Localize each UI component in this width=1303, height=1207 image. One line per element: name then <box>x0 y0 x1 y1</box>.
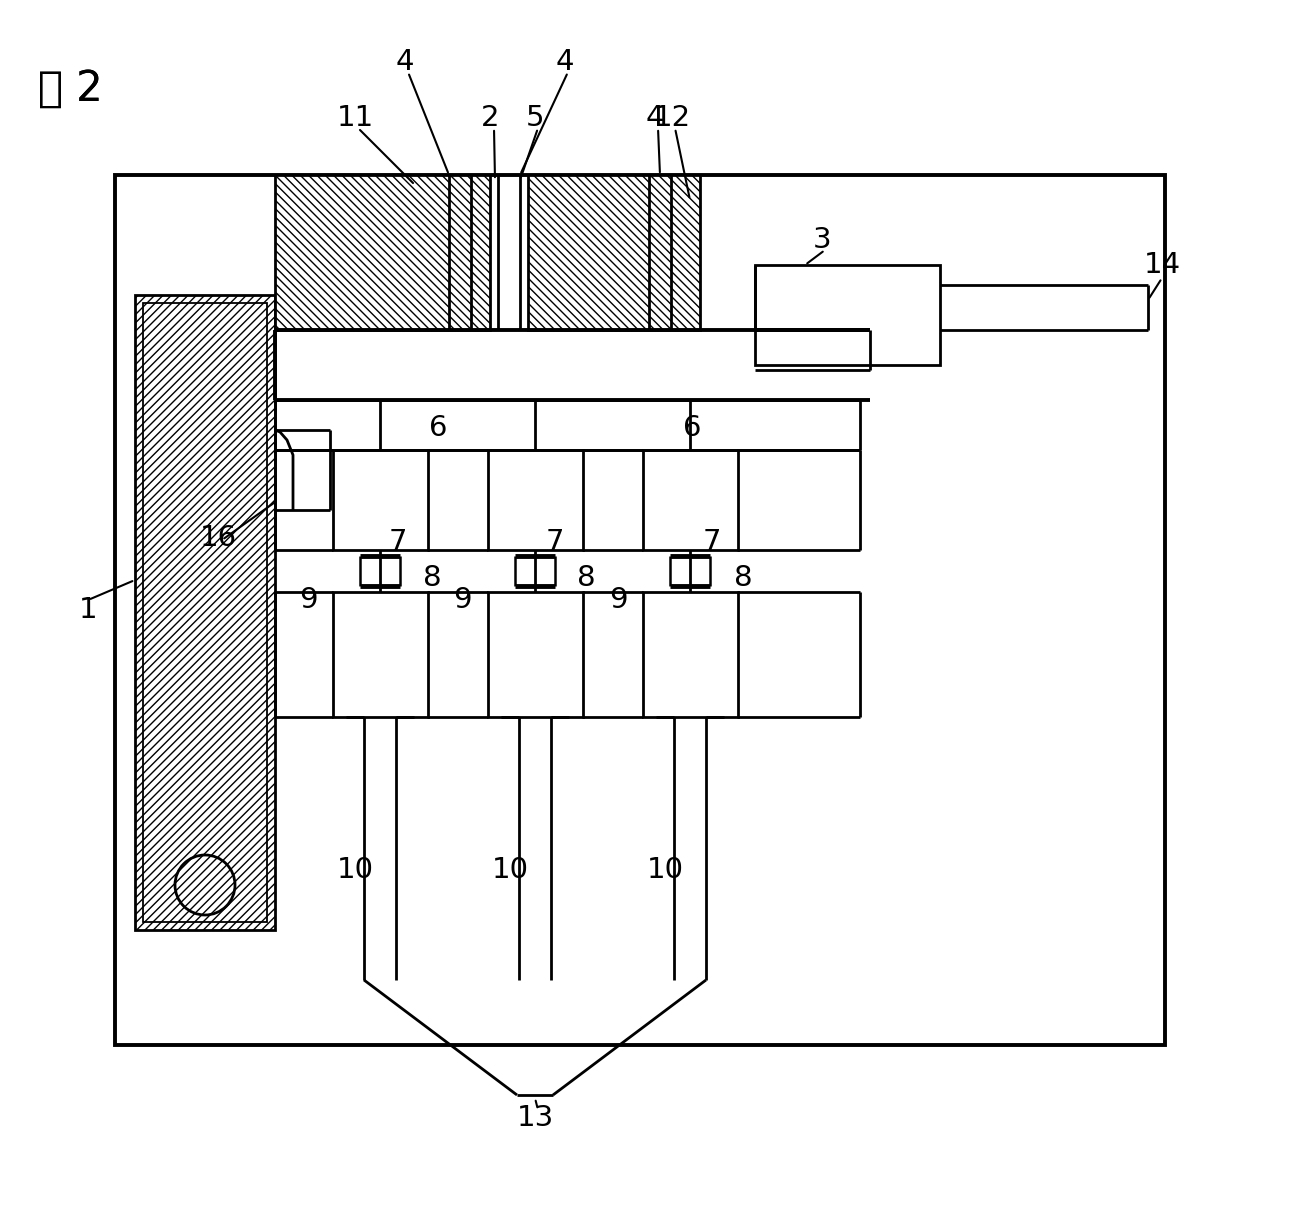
Text: 9: 9 <box>452 587 472 614</box>
Bar <box>489 591 582 717</box>
Text: 8: 8 <box>422 564 442 591</box>
Bar <box>115 175 1165 1045</box>
Text: 16: 16 <box>199 524 237 552</box>
Text: 4: 4 <box>556 48 575 76</box>
Bar <box>136 295 275 931</box>
Text: 8: 8 <box>734 564 752 591</box>
Text: 6: 6 <box>683 414 701 442</box>
Polygon shape <box>275 175 490 330</box>
Text: 9: 9 <box>609 587 627 614</box>
Text: 图 2: 图 2 <box>38 68 103 110</box>
Text: 7: 7 <box>388 527 408 556</box>
Bar <box>489 450 582 550</box>
Text: 图 2: 图 2 <box>38 68 103 110</box>
Text: 8: 8 <box>577 564 595 591</box>
Text: 10: 10 <box>491 856 529 884</box>
Text: 7: 7 <box>702 527 722 556</box>
Text: 1: 1 <box>78 596 98 624</box>
Text: 5: 5 <box>525 104 545 132</box>
Polygon shape <box>528 175 700 330</box>
Text: 10: 10 <box>336 856 374 884</box>
Text: 4: 4 <box>646 104 665 132</box>
Text: 4: 4 <box>396 48 414 76</box>
Bar <box>143 303 267 922</box>
Text: 7: 7 <box>546 527 564 556</box>
Bar <box>334 591 427 717</box>
Text: 12: 12 <box>653 104 691 132</box>
Bar <box>642 450 737 550</box>
Text: 10: 10 <box>646 856 684 884</box>
Bar <box>334 450 427 550</box>
Text: 11: 11 <box>336 104 374 132</box>
Text: 6: 6 <box>429 414 447 442</box>
Text: 9: 9 <box>298 587 317 614</box>
Bar <box>642 591 737 717</box>
Text: 2: 2 <box>481 104 499 132</box>
Bar <box>754 266 939 365</box>
Text: 14: 14 <box>1144 251 1181 279</box>
Text: 3: 3 <box>813 226 831 253</box>
Text: 13: 13 <box>516 1104 554 1132</box>
